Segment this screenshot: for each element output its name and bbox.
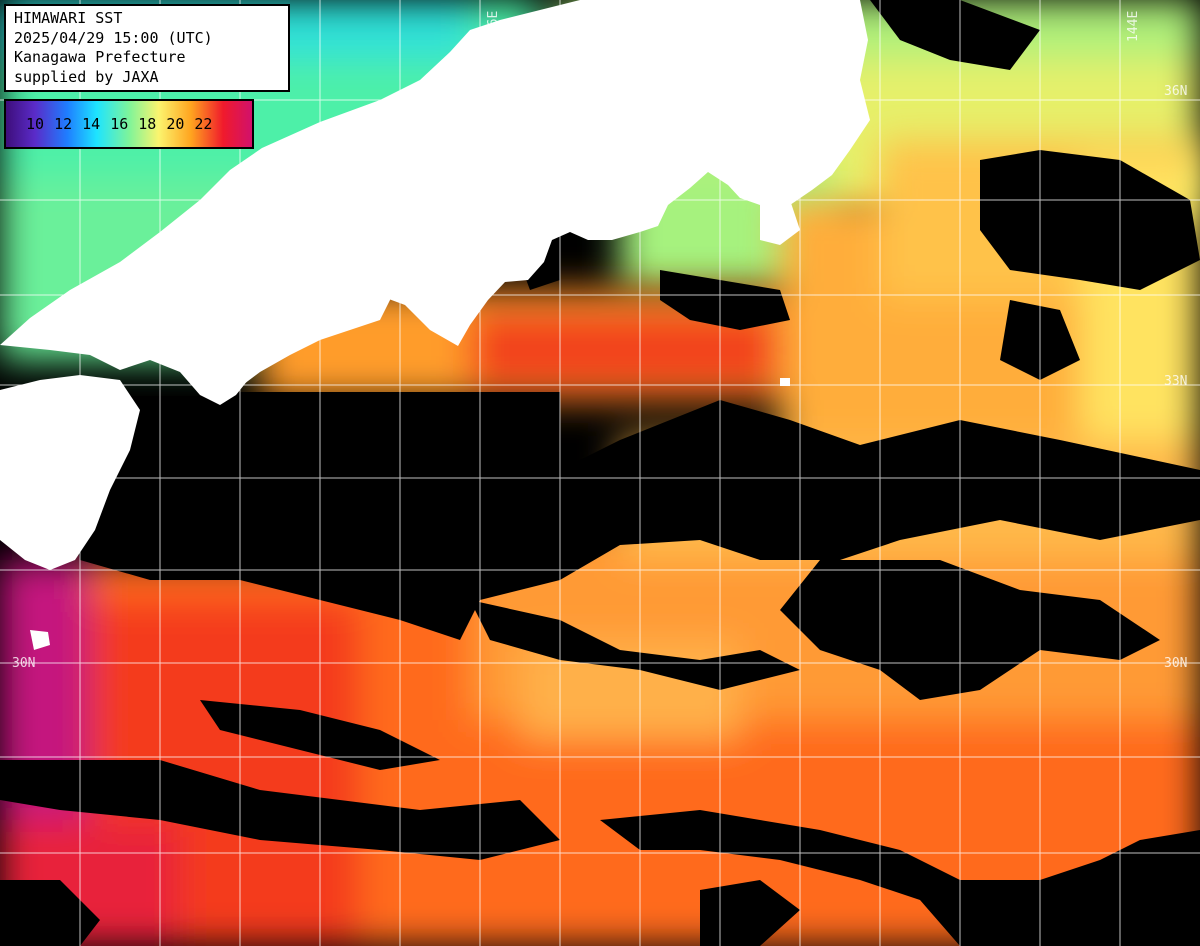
land-boso (760, 200, 800, 245)
legend-value-10: 10 (26, 115, 45, 133)
legend-value-16: 16 (110, 115, 129, 133)
lat-label-30n-left: 30N (12, 656, 35, 671)
land-island-1 (30, 630, 50, 650)
lat-label-30n-right: 30N (1164, 656, 1187, 671)
legend-value-18: 18 (138, 115, 157, 133)
land-masses (0, 0, 870, 650)
info-panel: HIMAWARI SST 2025/04/29 15:00 (UTC) Kana… (4, 4, 290, 92)
product-title: HIMAWARI SST (14, 9, 123, 27)
legend-value-22: 22 (194, 115, 213, 133)
temperature-legend: 10 12 14 16 18 20 22 (4, 99, 254, 149)
lon-label-144e: 144E (1126, 11, 1141, 42)
legend-value-14: 14 (82, 115, 101, 133)
lon-label-136e: 136E (486, 11, 501, 42)
legend-gradient (5, 100, 253, 148)
land-shikoku (230, 265, 395, 390)
legend-value-20: 20 (166, 115, 185, 133)
lat-label-33n-right: 33N (1164, 374, 1187, 389)
data-credit: supplied by JAXA (14, 67, 159, 86)
lat-label-36n-right: 36N (1164, 84, 1187, 99)
grid-labels: 136E 144E 36N 33N 30N 30N (12, 11, 1187, 671)
legend-value-12: 12 (54, 115, 73, 133)
land-honshu (0, 0, 870, 405)
land-kyushu (0, 375, 140, 570)
observation-datetime: 2025/04/29 15:00 (UTC) (14, 28, 213, 47)
region-name: Kanagawa Prefecture (14, 48, 186, 66)
land-island-2 (780, 378, 790, 386)
